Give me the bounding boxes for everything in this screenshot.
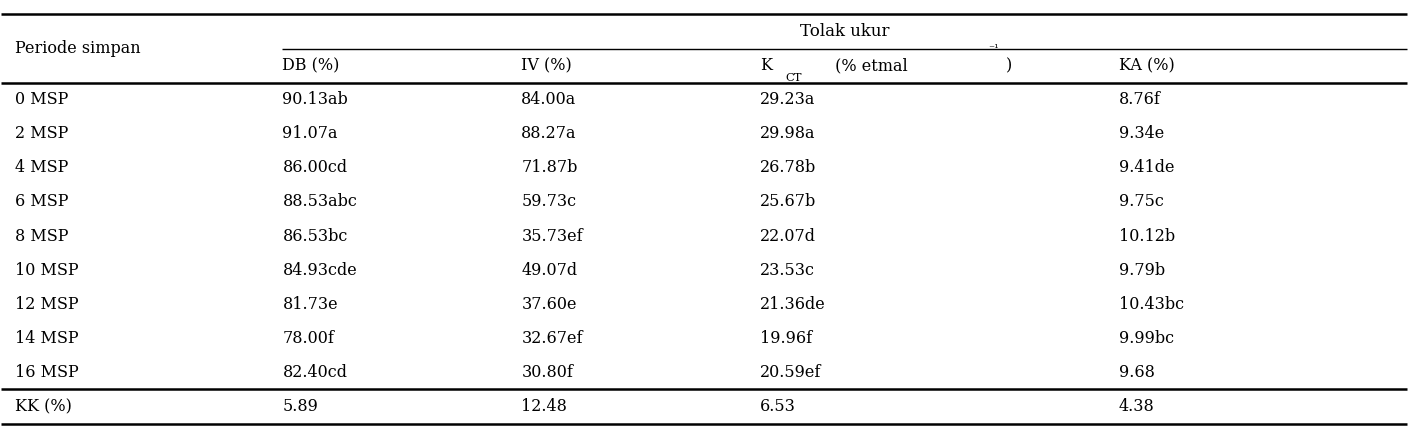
Text: 9.41de: 9.41de [1118, 159, 1174, 177]
Text: 90.13ab: 90.13ab [283, 91, 348, 108]
Text: DB (%): DB (%) [283, 57, 339, 74]
Text: (% etmal: (% etmal [831, 57, 908, 74]
Text: 16 MSP: 16 MSP [15, 364, 79, 381]
Text: 23.53c: 23.53c [760, 261, 815, 279]
Text: 82.40cd: 82.40cd [283, 364, 348, 381]
Text: 29.98a: 29.98a [760, 125, 815, 142]
Text: CT: CT [786, 73, 803, 83]
Text: 81.73e: 81.73e [283, 296, 338, 313]
Text: 88.53abc: 88.53abc [283, 194, 358, 210]
Text: 35.73ef: 35.73ef [521, 228, 583, 244]
Text: 5.89: 5.89 [283, 398, 318, 415]
Text: 78.00f: 78.00f [283, 330, 334, 347]
Text: 12 MSP: 12 MSP [15, 296, 79, 313]
Text: Periode simpan: Periode simpan [15, 40, 141, 57]
Text: IV (%): IV (%) [521, 57, 572, 74]
Text: 86.53bc: 86.53bc [283, 228, 348, 244]
Text: 91.07a: 91.07a [283, 125, 338, 142]
Text: 9.68: 9.68 [1118, 364, 1155, 381]
Text: 29.23a: 29.23a [760, 91, 815, 108]
Text: 26.78b: 26.78b [760, 159, 817, 177]
Text: 25.67b: 25.67b [760, 194, 817, 210]
Text: 71.87b: 71.87b [521, 159, 577, 177]
Text: 88.27a: 88.27a [521, 125, 577, 142]
Text: 4 MSP: 4 MSP [15, 159, 69, 177]
Text: 86.00cd: 86.00cd [283, 159, 348, 177]
Text: 10 MSP: 10 MSP [15, 261, 79, 279]
Text: 6.53: 6.53 [760, 398, 796, 415]
Text: 49.07d: 49.07d [521, 261, 577, 279]
Text: 37.60e: 37.60e [521, 296, 577, 313]
Text: Tolak ukur: Tolak ukur [800, 23, 890, 40]
Text: 22.07d: 22.07d [760, 228, 817, 244]
Text: 8.76f: 8.76f [1118, 91, 1160, 108]
Text: 84.00a: 84.00a [521, 91, 576, 108]
Text: 32.67ef: 32.67ef [521, 330, 583, 347]
Text: 14 MSP: 14 MSP [15, 330, 79, 347]
Text: 21.36de: 21.36de [760, 296, 826, 313]
Text: 20.59ef: 20.59ef [760, 364, 822, 381]
Text: 9.99bc: 9.99bc [1118, 330, 1174, 347]
Text: 9.79b: 9.79b [1118, 261, 1164, 279]
Text: ): ) [1007, 57, 1012, 74]
Text: 84.93cde: 84.93cde [283, 261, 358, 279]
Text: 9.75c: 9.75c [1118, 194, 1163, 210]
Text: 59.73c: 59.73c [521, 194, 576, 210]
Text: 8 MSP: 8 MSP [15, 228, 69, 244]
Text: 4.38: 4.38 [1118, 398, 1155, 415]
Text: K: K [760, 57, 772, 74]
Text: 30.80f: 30.80f [521, 364, 573, 381]
Text: 9.34e: 9.34e [1118, 125, 1164, 142]
Text: KA (%): KA (%) [1118, 57, 1174, 74]
Text: KK (%): KK (%) [15, 398, 72, 415]
Text: 19.96f: 19.96f [760, 330, 812, 347]
Text: 12.48: 12.48 [521, 398, 567, 415]
Text: 0 MSP: 0 MSP [15, 91, 69, 108]
Text: ⁻¹: ⁻¹ [988, 44, 998, 54]
Text: 2 MSP: 2 MSP [15, 125, 69, 142]
Text: 10.43bc: 10.43bc [1118, 296, 1184, 313]
Text: 6 MSP: 6 MSP [15, 194, 69, 210]
Text: 10.12b: 10.12b [1118, 228, 1174, 244]
